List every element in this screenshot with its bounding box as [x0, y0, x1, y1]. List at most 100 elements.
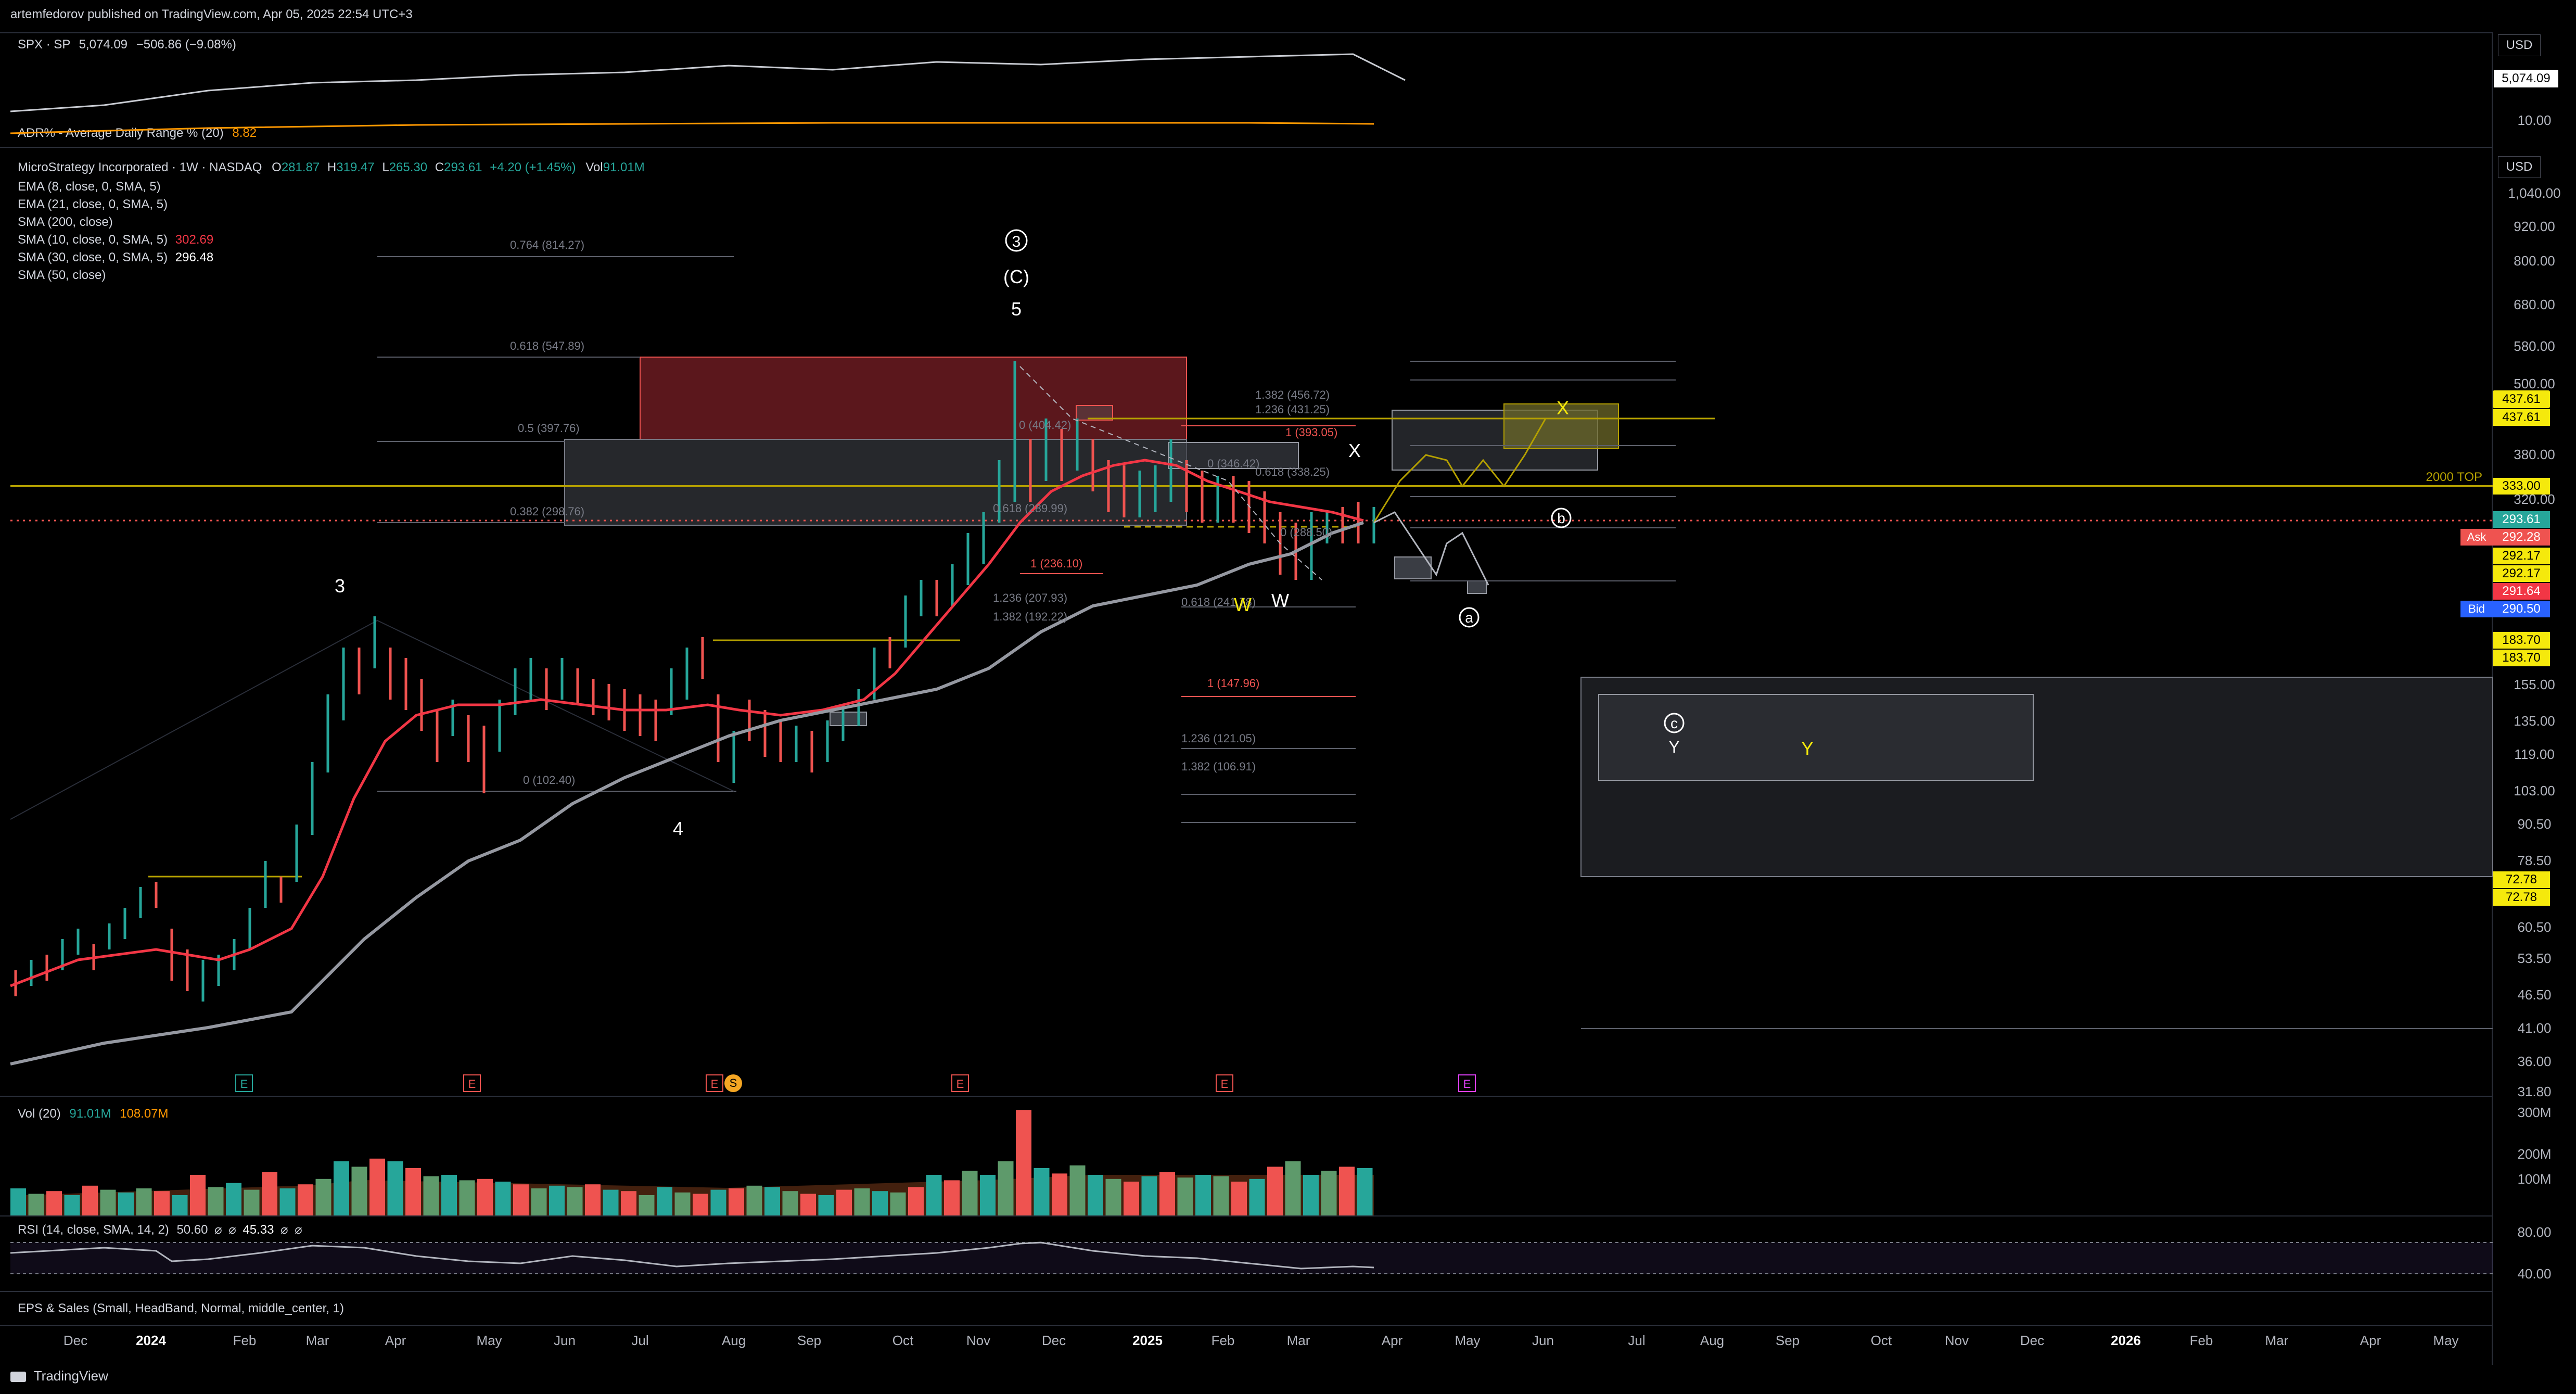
indicator-sma50[interactable]: SMA (50, close)	[18, 267, 213, 284]
volume-bar	[1339, 1167, 1355, 1215]
volume-bar	[980, 1175, 996, 1215]
fib-label: 1.382 (192.22)	[993, 610, 1067, 623]
high-value: 319.47	[336, 160, 375, 174]
price-tag: 437.61	[2493, 409, 2550, 426]
volume-bar	[1177, 1177, 1193, 1215]
volume-bar	[1249, 1178, 1265, 1215]
close-label: C	[435, 160, 444, 174]
ask-label: Ask	[2460, 529, 2493, 546]
earnings-badge[interactable]: E	[706, 1074, 723, 1092]
divider	[0, 1215, 2493, 1216]
low-value: 265.30	[389, 160, 428, 174]
indicator-ema21[interactable]: EMA (21, close, 0, SMA, 5)	[18, 196, 213, 213]
rsi-legend[interactable]: RSI (14, close, SMA, 14, 2) 50.60 ⌀ ⌀ 45…	[18, 1222, 302, 1237]
time-axis-label: 2026	[2111, 1333, 2141, 1348]
volume-bar	[190, 1175, 206, 1215]
open-label: O	[272, 160, 282, 174]
earnings-badge[interactable]: E	[1216, 1074, 1233, 1092]
price-tag: 72.78	[2493, 871, 2550, 888]
indicator-ema8[interactable]: EMA (8, close, 0, SMA, 5)	[18, 178, 213, 196]
projection-path-dashed	[1019, 366, 1322, 580]
eps-legend[interactable]: EPS & Sales (Small, HeadBand, Normal, mi…	[18, 1301, 344, 1315]
time-axis-label: Mar	[1286, 1333, 1310, 1348]
divider	[0, 147, 2493, 148]
time-axis-label: Aug	[1700, 1333, 1725, 1348]
time-axis-label: May	[2433, 1333, 2459, 1348]
price-axis-label: 36.00	[2517, 1054, 2552, 1069]
price-tag: 183.70	[2493, 632, 2550, 649]
volume-bar	[351, 1167, 367, 1215]
spx-legend[interactable]: SPX · SP 5,074.09 −506.86 (−9.08%)	[18, 37, 236, 52]
divider	[0, 1291, 2493, 1292]
main-legend[interactable]: MicroStrategy Incorporated · 1W · NASDAQ…	[18, 160, 645, 175]
time-axis-label: Jun	[1532, 1333, 1554, 1348]
volume-bar	[710, 1189, 726, 1215]
volume-bar	[818, 1195, 834, 1215]
wave-circle	[1005, 229, 1028, 252]
volume-bar	[1357, 1168, 1373, 1215]
spx-currency-button[interactable]: USD	[2498, 34, 2541, 56]
volume-bar	[1285, 1161, 1301, 1215]
vol-label: Vol	[585, 160, 603, 174]
volume-ma-area	[10, 1175, 1374, 1215]
indicator-label: SMA (200, close)	[18, 215, 113, 229]
split-badge[interactable]: S	[724, 1074, 742, 1092]
rsi-label: RSI (14, close, SMA, 14, 2)	[18, 1223, 169, 1237]
volume-bar	[746, 1185, 762, 1215]
volume-bar	[513, 1184, 529, 1215]
divider	[0, 1096, 2493, 1097]
earnings-badge[interactable]: E	[235, 1074, 253, 1092]
volume-bar	[208, 1187, 224, 1215]
volume-bar	[585, 1184, 601, 1215]
tradingview-logo-icon	[10, 1372, 26, 1383]
vol-value: 91.01M	[603, 160, 645, 174]
indicator-label: SMA (50, close)	[18, 268, 106, 282]
main-currency-button[interactable]: USD	[2498, 156, 2541, 178]
rsi-band	[10, 1243, 2493, 1274]
fib-label: 1 (393.05)	[1285, 426, 1337, 439]
volume-bar	[28, 1194, 44, 1215]
price-axis-label: 46.50	[2517, 987, 2552, 1003]
price-tag: 333.00	[2493, 478, 2550, 495]
bid-price-tag: 290.50	[2493, 601, 2550, 617]
wave-label: c	[1670, 715, 1678, 731]
main-price-chart[interactable]: 0.764 (814.27) 0.618 (547.89) 0.5 (397.7…	[0, 148, 2493, 1095]
ema-price-tag: 291.64	[2493, 583, 2550, 600]
rsi-na: ⌀	[295, 1223, 302, 1237]
divider	[0, 32, 2493, 33]
volume-bar	[459, 1180, 475, 1215]
trend-triangle	[10, 619, 734, 820]
fib-label: 0.382 (298.76)	[510, 505, 584, 518]
wave-label: 3	[1012, 233, 1021, 250]
projection-path-alt	[1373, 511, 1489, 586]
time-axis-label: Jul	[1628, 1333, 1646, 1348]
bid-label: Bid	[2460, 601, 2493, 617]
time-axis-label: Feb	[2189, 1333, 2213, 1348]
indicator-value: 302.69	[175, 233, 214, 247]
time-axis-label: Mar	[305, 1333, 329, 1348]
wave-circle	[1459, 607, 1480, 628]
indicator-sma200[interactable]: SMA (200, close)	[18, 213, 213, 231]
earnings-badge[interactable]: E	[951, 1074, 969, 1092]
indicator-sma10[interactable]: SMA (10, close, 0, SMA, 5) 302.69	[18, 231, 213, 249]
volume-bar	[387, 1161, 403, 1215]
fib-label: 1.236 (207.93)	[993, 591, 1067, 604]
volume-legend[interactable]: Vol (20) 91.01M 108.07M	[18, 1107, 169, 1121]
volume-bar	[423, 1176, 439, 1215]
rsi-value: 50.60	[176, 1223, 208, 1237]
fib-zone-red	[640, 357, 1187, 440]
low-label: L	[382, 160, 389, 174]
earnings-badge[interactable]: E	[1458, 1074, 1476, 1092]
symbol-title: MicroStrategy Incorporated · 1W · NASDAQ	[18, 160, 262, 174]
earnings-badge[interactable]: E	[463, 1074, 481, 1092]
volume-bar	[782, 1191, 798, 1215]
volume-bar	[279, 1188, 296, 1215]
indicator-sma30[interactable]: SMA (30, close, 0, SMA, 5) 296.48	[18, 249, 213, 267]
change-value: +4.20 (+1.45%)	[490, 160, 576, 174]
time-axis-label: Oct	[892, 1333, 914, 1348]
target-zone-yellow	[1503, 403, 1619, 449]
spx-last: 5,074.09	[79, 37, 128, 52]
indicator-list: EMA (8, close, 0, SMA, 5) EMA (21, close…	[18, 178, 213, 284]
wave-circle	[1551, 508, 1572, 528]
footer-brand[interactable]: TradingView	[10, 1368, 108, 1384]
